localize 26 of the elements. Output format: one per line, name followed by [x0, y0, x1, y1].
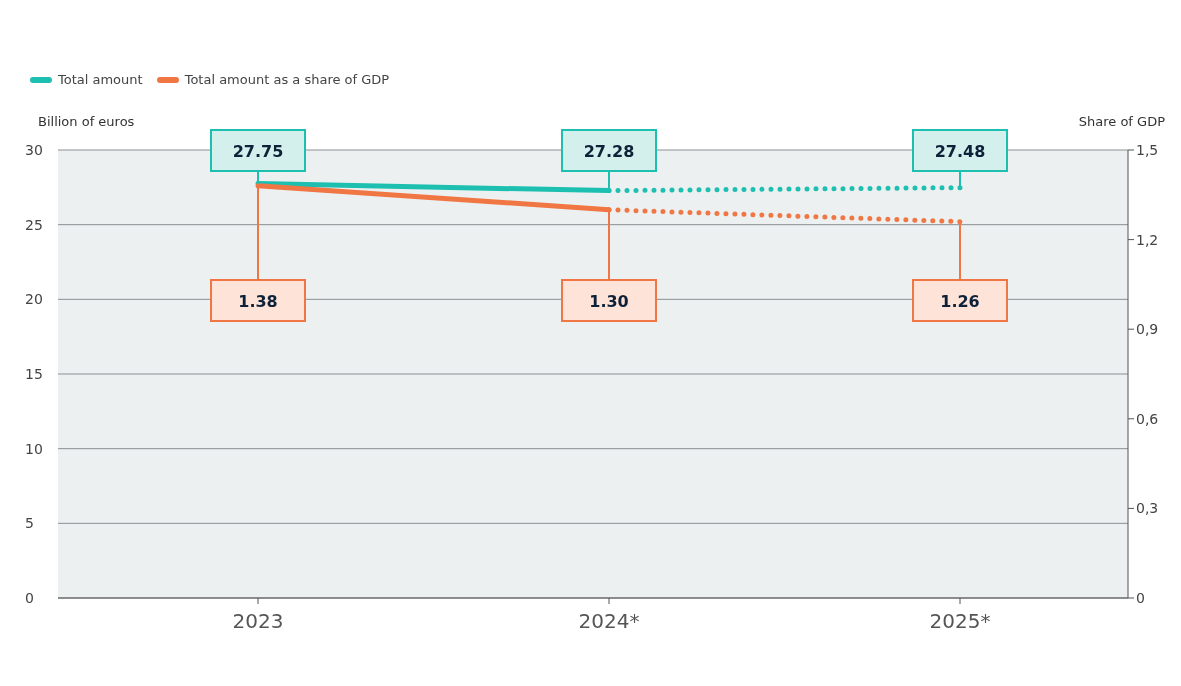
data-label: 1.26: [940, 291, 980, 311]
y2-tick-label: 0,9: [1136, 321, 1159, 338]
legend-label: Total amount: [57, 72, 143, 87]
x-tick-label: 2024*: [578, 609, 640, 634]
y-tick-label: 0: [25, 589, 34, 606]
x-tick-label: 2023: [232, 609, 284, 634]
y-axis-title: Billion of euros: [38, 114, 135, 129]
legend-label: Total amount as a share of GDP: [183, 72, 390, 87]
y-tick-label: 30: [25, 141, 43, 158]
data-label: 27.48: [934, 141, 986, 161]
data-label: 27.75: [232, 141, 284, 161]
y-tick-label: 15: [25, 365, 43, 382]
y2-tick-label: 1,2: [1136, 231, 1159, 248]
y2-tick-label: 0,6: [1136, 410, 1159, 427]
y2-tick-label: 0: [1136, 589, 1145, 606]
y-tick-label: 25: [25, 216, 43, 233]
y-tick-label: 20: [25, 291, 43, 308]
y-tick-label: 10: [25, 440, 43, 457]
y2-axis-title: Share of GDP: [1078, 114, 1165, 129]
data-label: 27.28: [583, 141, 635, 161]
y2-tick-label: 1,5: [1136, 141, 1159, 158]
data-label: 1.30: [589, 291, 629, 311]
y-tick-label: 5: [25, 515, 34, 532]
y2-tick-label: 0,3: [1136, 500, 1159, 517]
data-label: 1.38: [238, 291, 278, 311]
x-tick-label: 2025*: [929, 609, 991, 634]
